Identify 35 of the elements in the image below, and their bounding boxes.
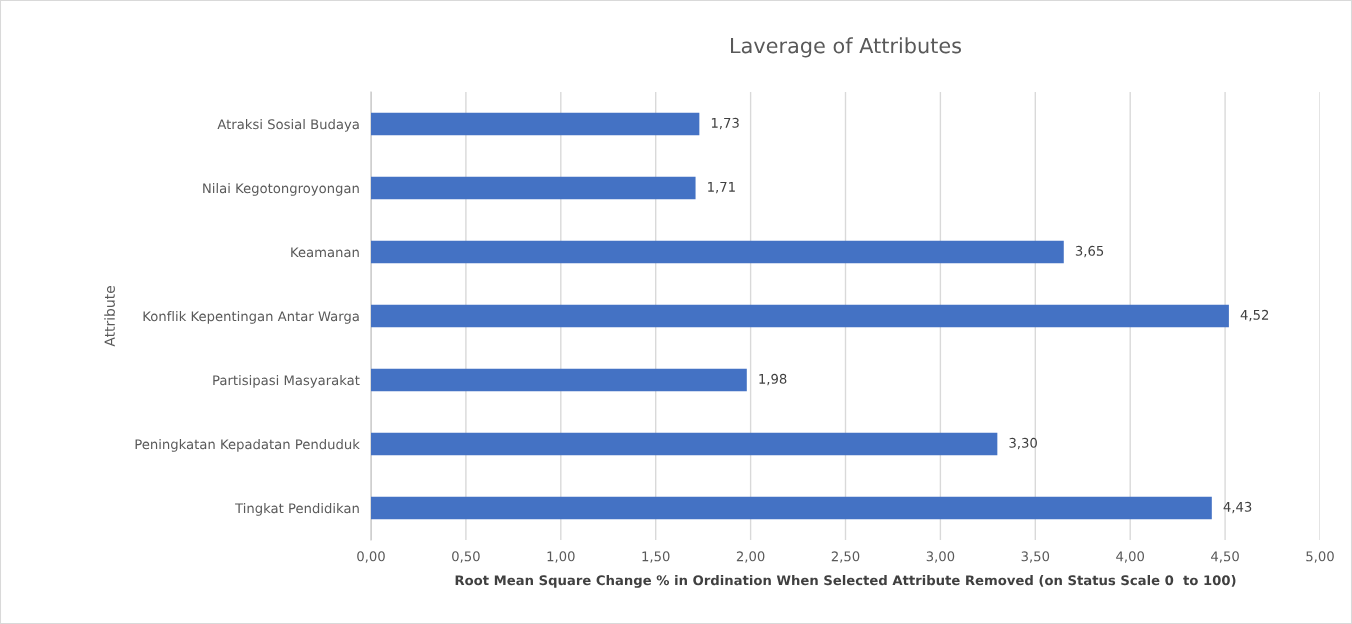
bar — [371, 496, 1212, 520]
x-tick-label: 1,50 — [642, 551, 670, 563]
x-tick-label: 4,00 — [1116, 551, 1145, 563]
data-label: 1,73 — [711, 117, 739, 130]
x-tick-label: 4,50 — [1211, 551, 1239, 563]
x-tick-label: 0,00 — [357, 551, 385, 563]
y-axis-title: Attribute — [104, 286, 115, 347]
bar — [371, 240, 1064, 264]
x-tick-label: 2,00 — [736, 551, 765, 563]
x-tick-label: 1,00 — [547, 551, 575, 563]
data-label: 3,65 — [1075, 245, 1104, 258]
y-tick-label: Peningkatan Kepadatan Penduduk — [135, 438, 360, 452]
bar — [371, 432, 998, 456]
x-tick-label: 5,00 — [1306, 551, 1334, 563]
x-tick-label: 0,50 — [452, 551, 480, 563]
x-tick-label: 3,00 — [926, 551, 955, 563]
x-tick-label: 2,50 — [831, 551, 860, 563]
bar — [371, 304, 1229, 328]
y-tick-label: Nilai Kegotongroyongan — [203, 182, 359, 196]
x-tick-label: 3,50 — [1021, 551, 1050, 563]
data-label: 4,43 — [1223, 501, 1252, 514]
bar — [371, 176, 696, 200]
data-label: 3,30 — [1009, 437, 1037, 450]
data-label: 1,71 — [708, 182, 735, 194]
y-tick-label: Partisipasi Masyarakat — [213, 374, 360, 388]
bar — [371, 112, 700, 136]
y-tick-label: Tingkat Pendidikan — [235, 502, 359, 516]
y-tick-label: Keamanan — [291, 247, 359, 258]
y-tick-label: Atraksi Sosial Budaya — [217, 118, 359, 132]
x-axis-title: Root Mean Square Change % in Ordination When Selected Attribute Removed (on Status Scale 0 to 100) — [455, 574, 1236, 588]
data-label: 1,98 — [759, 373, 787, 386]
bar — [371, 368, 747, 392]
data-label: 4,52 — [1240, 309, 1269, 322]
y-tick-label: Konflik Kepentingan Antar Warga — [143, 310, 359, 324]
chart-title: Laverage of Attributes — [731, 37, 962, 58]
